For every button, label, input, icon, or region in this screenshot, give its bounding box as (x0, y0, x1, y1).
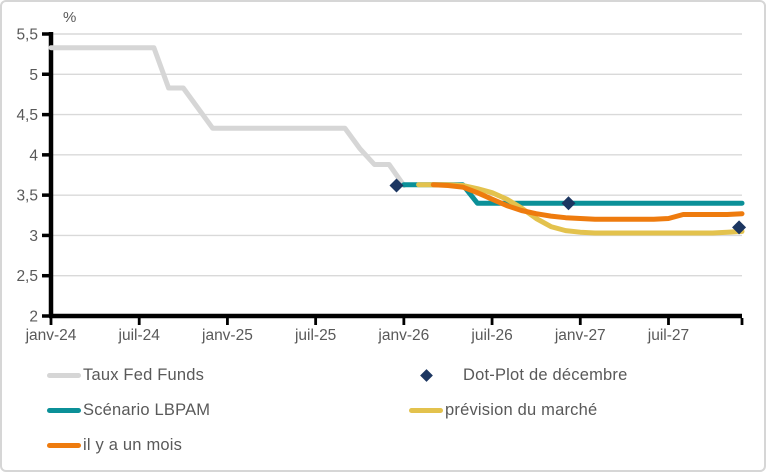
svg-text:3: 3 (29, 228, 38, 245)
legend-item-scenario-lbpam: Scénario LBPAM (47, 400, 210, 420)
scenario-lbpam-line-swatch (47, 407, 81, 413)
svg-text:juil-27: juil-27 (647, 327, 689, 344)
svg-text:janv-25: janv-25 (201, 327, 253, 344)
legend-item-taux-fed-funds: Taux Fed Funds (47, 365, 204, 385)
il-y-a-un-mois-line-swatch (47, 442, 81, 448)
legend-label: il y a un mois (83, 435, 183, 454)
legend-item-prevision-marche: prévision du marché (409, 400, 597, 420)
legend-label: Taux Fed Funds (83, 365, 205, 384)
legend-label: Scénario LBPAM (83, 400, 211, 419)
svg-text:2: 2 (29, 309, 38, 326)
dot-plot-diamond-icon (409, 368, 443, 382)
svg-text:2,5: 2,5 (16, 268, 38, 285)
svg-text:3,5: 3,5 (16, 188, 38, 205)
taux-fed-funds-line-swatch (47, 372, 81, 378)
svg-text:janv-24: janv-24 (25, 327, 77, 344)
svg-text:janv-26: janv-26 (377, 327, 429, 344)
y-axis-unit-label: % (63, 9, 77, 26)
svg-text:janv-27: janv-27 (554, 327, 606, 344)
chart-legend: Taux Fed Funds Dot-Plot de décembre Scén… (2, 358, 764, 470)
legend-label: prévision du marché (445, 400, 598, 419)
prevision-marche-line-swatch (409, 407, 443, 413)
svg-text:juil-24: juil-24 (118, 327, 161, 344)
legend-item-il-y-a-un-mois: il y a un mois (47, 435, 182, 455)
legend-label: Dot-Plot de décembre (463, 365, 628, 384)
svg-text:4,5: 4,5 (16, 107, 38, 124)
svg-text:5,5: 5,5 (16, 27, 38, 44)
svg-text:4: 4 (29, 147, 38, 164)
svg-text:5: 5 (29, 67, 38, 84)
svg-text:juil-25: juil-25 (294, 327, 336, 344)
legend-item-dot-plot: Dot-Plot de décembre (409, 365, 628, 385)
svg-text:juil-26: juil-26 (470, 327, 512, 344)
